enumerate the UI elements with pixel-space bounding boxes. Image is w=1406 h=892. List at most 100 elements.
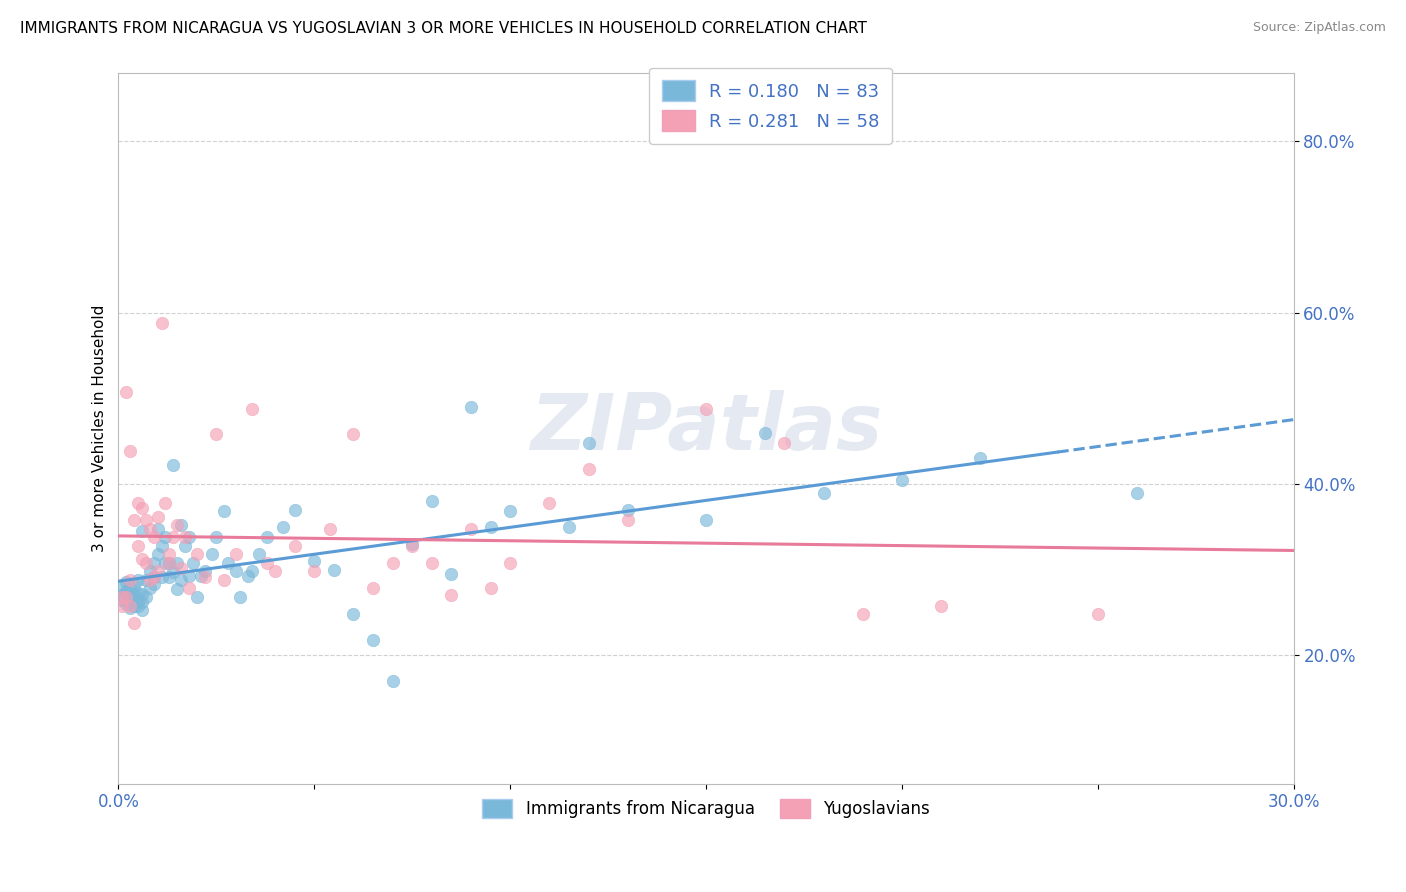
Point [256, 530, 278, 544]
Point [205, 427, 228, 442]
Point [131, 524, 153, 538]
Point [440, 588, 463, 602]
Point [162, 458, 184, 473]
Text: Source: ZipAtlas.com: Source: ZipAtlas.com [1253, 21, 1386, 34]
Point [225, 547, 247, 561]
Point [120, 590, 142, 604]
Legend: Immigrants from Nicaragua, Yugoslavians: Immigrants from Nicaragua, Yugoslavians [475, 793, 936, 825]
Point [754, 425, 776, 440]
Point [115, 384, 138, 399]
Point [120, 601, 142, 615]
Point [150, 316, 173, 330]
Point [304, 554, 326, 568]
Point [194, 565, 217, 579]
Point [146, 509, 169, 524]
Point [142, 569, 165, 583]
Point [120, 595, 142, 609]
Point [174, 530, 197, 544]
Point [150, 539, 173, 553]
Y-axis label: 3 or more Vehicles in Household: 3 or more Vehicles in Household [93, 305, 107, 552]
Point [186, 547, 208, 561]
Point [1087, 607, 1109, 622]
Point [122, 599, 145, 613]
Point [381, 673, 404, 688]
Point [890, 473, 912, 487]
Point [212, 573, 235, 587]
Point [120, 573, 142, 587]
Point [695, 513, 717, 527]
Point [342, 427, 364, 442]
Point [139, 573, 162, 587]
Text: IMMIGRANTS FROM NICARAGUA VS YUGOSLAVIAN 3 OR MORE VEHICLES IN HOUSEHOLD CORRELA: IMMIGRANTS FROM NICARAGUA VS YUGOSLAVIAN… [20, 21, 866, 36]
Point [170, 518, 193, 533]
Point [190, 568, 212, 582]
Point [381, 556, 404, 570]
Point [122, 615, 145, 630]
Point [155, 556, 177, 570]
Point [157, 569, 180, 583]
Point [1126, 485, 1149, 500]
Point [440, 566, 463, 581]
Point [217, 556, 239, 570]
Point [157, 556, 180, 570]
Point [139, 582, 162, 596]
Point [177, 582, 200, 596]
Point [479, 582, 502, 596]
Point [240, 401, 263, 416]
Point [304, 565, 326, 579]
Point [342, 607, 364, 622]
Point [460, 522, 482, 536]
Point [127, 539, 149, 553]
Point [120, 582, 142, 596]
Point [139, 522, 162, 536]
Point [166, 518, 188, 533]
Point [120, 444, 142, 458]
Point [166, 556, 188, 570]
Point [166, 582, 188, 597]
Point [186, 590, 208, 604]
Point [139, 565, 162, 579]
Point [401, 537, 423, 551]
Point [111, 592, 134, 607]
Point [122, 513, 145, 527]
Point [177, 568, 200, 582]
Point [142, 577, 165, 591]
Point [127, 599, 149, 613]
Point [131, 595, 153, 609]
Point [122, 587, 145, 601]
Point [319, 522, 342, 536]
Point [131, 603, 153, 617]
Point [111, 588, 134, 602]
Point [538, 496, 561, 510]
Point [401, 539, 423, 553]
Point [135, 590, 157, 604]
Point [111, 590, 134, 604]
Text: ZIPatlas: ZIPatlas [530, 391, 882, 467]
Point [122, 590, 145, 604]
Point [284, 502, 307, 516]
Point [155, 530, 177, 544]
Point [322, 563, 344, 577]
Point [479, 520, 502, 534]
Point [131, 587, 153, 601]
Point [174, 539, 197, 553]
Point [264, 565, 287, 579]
Point [142, 530, 165, 544]
Point [420, 556, 443, 570]
Point [115, 590, 138, 604]
Point [135, 573, 157, 587]
Point [361, 632, 384, 647]
Point [135, 513, 157, 527]
Point [852, 607, 875, 622]
Point [142, 556, 165, 570]
Point [212, 504, 235, 518]
Point [271, 520, 294, 534]
Point [201, 547, 224, 561]
Point [249, 547, 271, 561]
Point [127, 594, 149, 608]
Point [205, 530, 228, 544]
Point [111, 599, 134, 613]
Point [813, 485, 835, 500]
Point [578, 436, 600, 450]
Point [225, 565, 247, 579]
